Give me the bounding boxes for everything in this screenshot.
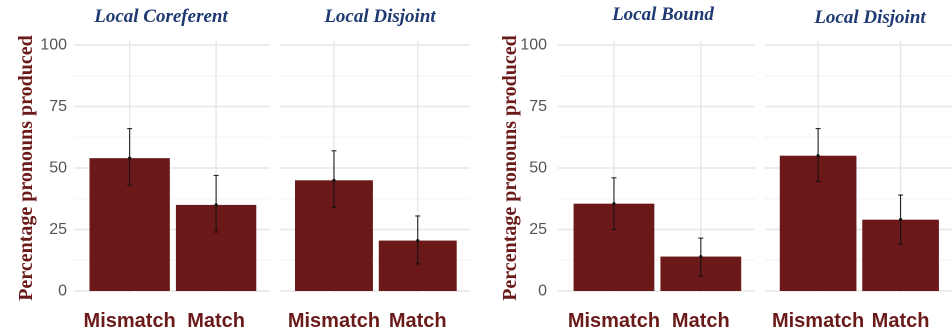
mean-point bbox=[816, 154, 820, 158]
x-tick-label: Match bbox=[389, 310, 447, 332]
figure-2: Percentage pronouns produced 0 25 50 75 100 Lo… bbox=[499, 4, 952, 332]
y-tick-label: 0 bbox=[538, 283, 547, 300]
y-tick-label: 50 bbox=[49, 160, 67, 177]
mean-point bbox=[128, 156, 132, 160]
figure-1: Percentage pronouns produced 0 25 50 75 100 Lo… bbox=[15, 6, 470, 332]
x-tick-label: Match bbox=[672, 310, 730, 332]
panel-title: Local Disjoint bbox=[813, 7, 926, 28]
y-tick-label: 50 bbox=[529, 160, 547, 177]
y-tick-label: 100 bbox=[40, 37, 67, 54]
panel-1-1: Local Coreferent Mismatch Match bbox=[74, 6, 270, 332]
y-tick-label: 75 bbox=[529, 98, 547, 115]
mean-point bbox=[332, 178, 336, 182]
y-tick-label: 25 bbox=[49, 221, 67, 238]
x-tick-label: Match bbox=[872, 310, 930, 332]
panel-1-2: Local Disjoint Mismatch Match bbox=[280, 6, 470, 332]
mean-point bbox=[612, 202, 616, 206]
panel-2-2: Local Disjoint Mismatch Match bbox=[765, 7, 952, 332]
panel-2-1: Local Bound Mismatch Match bbox=[558, 4, 755, 332]
mean-point bbox=[699, 254, 703, 259]
y-axis-label: Percentage pronouns produced bbox=[499, 35, 521, 301]
y-tick-label: 0 bbox=[58, 283, 67, 300]
panel-title: Local Bound bbox=[611, 4, 714, 25]
y-tick-label: 100 bbox=[520, 37, 547, 54]
mean-point bbox=[214, 203, 218, 207]
x-tick-label: Mismatch bbox=[288, 310, 380, 332]
y-tick-label: 75 bbox=[49, 98, 67, 115]
mean-point bbox=[898, 218, 903, 222]
panel-title: Local Coreferent bbox=[93, 6, 228, 27]
x-tick-label: Match bbox=[187, 310, 245, 332]
y-axis-label: Percentage pronouns produced bbox=[15, 35, 37, 301]
x-tick-label: Mismatch bbox=[772, 310, 864, 332]
mean-point bbox=[416, 238, 420, 243]
panel-title: Local Disjoint bbox=[323, 6, 436, 27]
x-tick-label: Mismatch bbox=[568, 310, 660, 332]
x-tick-label: Mismatch bbox=[84, 310, 176, 332]
y-tick-label: 25 bbox=[529, 221, 547, 238]
